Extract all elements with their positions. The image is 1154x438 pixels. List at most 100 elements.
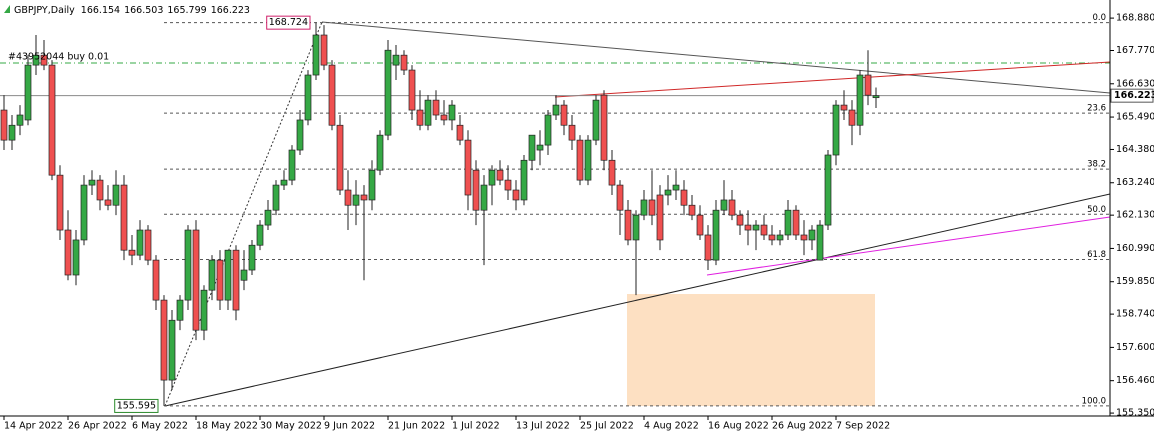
current-price-label: 166.223 bbox=[1114, 90, 1154, 101]
candle-body bbox=[864, 74, 872, 96]
symbol: GBPJPY,Daily bbox=[14, 5, 75, 16]
fib-label: 0.0 bbox=[1092, 13, 1106, 23]
candle-body bbox=[64, 229, 72, 276]
y-tick-label: 159.850 bbox=[1116, 276, 1154, 287]
candle-body bbox=[816, 224, 824, 261]
trend-line bbox=[706, 216, 1111, 276]
candle-body bbox=[296, 119, 304, 151]
extreme-label: 168.724 bbox=[269, 17, 308, 28]
candle-body bbox=[96, 179, 104, 201]
candle-body bbox=[728, 199, 736, 216]
candle-body bbox=[824, 154, 832, 226]
candle-body bbox=[24, 64, 32, 121]
y-tick-label: 160.990 bbox=[1116, 243, 1154, 254]
fib-label: 23.6 bbox=[1087, 104, 1106, 114]
candle-body bbox=[616, 184, 624, 211]
plot-layer: 0.0 23.6 38.2 50.0 61.8 100.0 168.724 155.595 bbox=[0, 13, 1110, 413]
candle-body bbox=[792, 209, 800, 236]
trend-line bbox=[554, 61, 1111, 98]
candle-body bbox=[648, 199, 656, 216]
candle-body bbox=[408, 69, 416, 111]
candle-body bbox=[568, 124, 576, 141]
candle-body bbox=[104, 199, 112, 206]
candle-body bbox=[576, 139, 584, 181]
candle-body bbox=[640, 199, 648, 216]
candle-body bbox=[464, 139, 472, 196]
x-tick-label: 26 Aug 2022 bbox=[772, 421, 833, 432]
candle-body bbox=[560, 104, 568, 126]
x-tick-label: 7 Sep 2022 bbox=[836, 421, 890, 432]
y-tick-label: 164.380 bbox=[1116, 144, 1154, 155]
candle-body bbox=[504, 179, 512, 191]
y-tick-label: 166.630 bbox=[1116, 78, 1154, 89]
candle-body bbox=[184, 229, 192, 301]
candle-body bbox=[400, 54, 408, 71]
y-tick-label: 158.740 bbox=[1116, 309, 1154, 320]
x-tick-label: 30 May 2022 bbox=[260, 421, 322, 432]
trend-line bbox=[321, 21, 1111, 94]
candle-body bbox=[584, 139, 592, 181]
y-tick-label: 163.240 bbox=[1116, 177, 1154, 188]
candle-body bbox=[856, 74, 864, 126]
candle-body bbox=[328, 64, 336, 126]
candle-body bbox=[152, 259, 160, 301]
candle-body bbox=[344, 189, 352, 206]
x-tick-label: 4 Aug 2022 bbox=[644, 421, 699, 432]
zone-rect bbox=[627, 294, 875, 406]
low-value: 165.799 bbox=[167, 5, 206, 16]
candle-body bbox=[536, 144, 544, 151]
candle-body bbox=[352, 194, 360, 206]
candle-body bbox=[112, 184, 120, 206]
candle-body bbox=[336, 124, 344, 191]
candle-body bbox=[288, 149, 296, 181]
candle-body bbox=[136, 229, 144, 256]
high-value: 166.503 bbox=[124, 5, 163, 16]
candle-body bbox=[424, 99, 432, 126]
y-tick-label: 156.460 bbox=[1116, 375, 1154, 386]
candle-body bbox=[144, 229, 152, 261]
candle-body bbox=[592, 99, 600, 141]
x-tick-label: 25 Jul 2022 bbox=[580, 421, 634, 432]
candle-body bbox=[496, 169, 504, 181]
candle-body bbox=[312, 34, 320, 76]
symbol-icon bbox=[4, 5, 10, 13]
x-tick-label: 1 Jul 2022 bbox=[452, 421, 500, 432]
candle-body bbox=[32, 54, 40, 66]
candle-body bbox=[80, 184, 88, 241]
candle-body bbox=[192, 229, 200, 331]
candle-body bbox=[544, 114, 552, 146]
candle-body bbox=[120, 184, 128, 251]
candle-body bbox=[704, 234, 712, 261]
y-tick-label: 155.350 bbox=[1116, 408, 1154, 419]
fib-anchor-line bbox=[164, 21, 323, 407]
candle-body bbox=[520, 159, 528, 201]
x-tick-label: 9 Jun 2022 bbox=[324, 421, 375, 432]
candle-body bbox=[16, 114, 24, 126]
candle-body bbox=[712, 209, 720, 261]
trend-line bbox=[164, 193, 1111, 407]
candle-body bbox=[600, 94, 608, 161]
candle-body bbox=[376, 134, 384, 171]
candle-body bbox=[368, 169, 376, 201]
candle-body bbox=[760, 224, 768, 236]
candle-body bbox=[176, 299, 184, 321]
candle-body bbox=[872, 95, 880, 99]
candle-body bbox=[552, 104, 560, 116]
candle-body bbox=[232, 249, 240, 311]
header: GBPJPY,Daily 166.154 166.503 165.799 166.223 bbox=[14, 5, 250, 16]
candle-body bbox=[168, 319, 176, 381]
candle-body bbox=[360, 194, 368, 201]
candle-body bbox=[528, 134, 536, 161]
extreme-box bbox=[266, 15, 311, 30]
candle-body bbox=[840, 104, 848, 111]
candle-body bbox=[768, 234, 776, 241]
candle-body bbox=[624, 209, 632, 241]
candle-body bbox=[672, 184, 680, 191]
candle-body bbox=[776, 234, 784, 241]
candle-body bbox=[48, 64, 56, 176]
x-tick-label: 16 Aug 2022 bbox=[708, 421, 769, 432]
candle-body bbox=[488, 169, 496, 186]
candle-body bbox=[8, 124, 16, 141]
y-tick-label: 167.770 bbox=[1116, 45, 1154, 56]
